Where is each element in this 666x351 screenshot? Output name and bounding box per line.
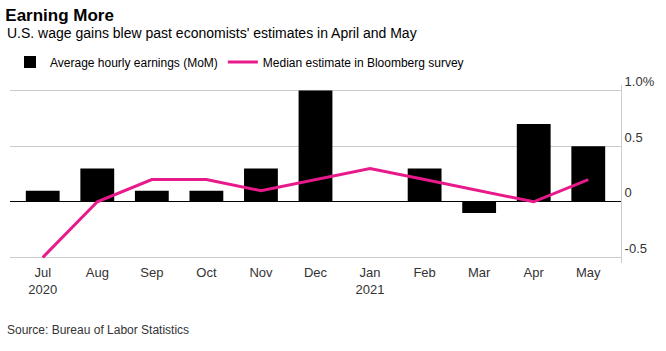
svg-text:1.0%: 1.0% bbox=[625, 74, 655, 89]
svg-text:U.S. wage gains blew past econ: U.S. wage gains blew past economists' es… bbox=[7, 25, 417, 41]
svg-text:Jan2021: Jan2021 bbox=[356, 265, 385, 297]
svg-text:0.5: 0.5 bbox=[625, 130, 643, 145]
svg-text:Jul2020: Jul2020 bbox=[28, 265, 57, 297]
svg-text:Aug: Aug bbox=[86, 265, 109, 280]
svg-text:-0.5: -0.5 bbox=[625, 241, 647, 256]
svg-text:Source: Bureau of Labor Statis: Source: Bureau of Labor Statistics bbox=[7, 323, 189, 337]
svg-text:Average hourly earnings (MoM): Average hourly earnings (MoM) bbox=[50, 56, 218, 70]
svg-text:Earning More: Earning More bbox=[5, 6, 114, 25]
svg-text:Oct: Oct bbox=[196, 265, 217, 280]
svg-text:Apr: Apr bbox=[524, 265, 545, 280]
svg-text:0: 0 bbox=[625, 185, 632, 200]
svg-text:May: May bbox=[576, 265, 601, 280]
svg-text:Sep: Sep bbox=[140, 265, 163, 280]
svg-text:Feb: Feb bbox=[413, 265, 435, 280]
svg-text:Mar: Mar bbox=[468, 265, 491, 280]
svg-text:Dec: Dec bbox=[304, 265, 328, 280]
svg-text:Nov: Nov bbox=[249, 265, 273, 280]
svg-text:Median estimate in Bloomberg s: Median estimate in Bloomberg survey bbox=[263, 56, 464, 70]
